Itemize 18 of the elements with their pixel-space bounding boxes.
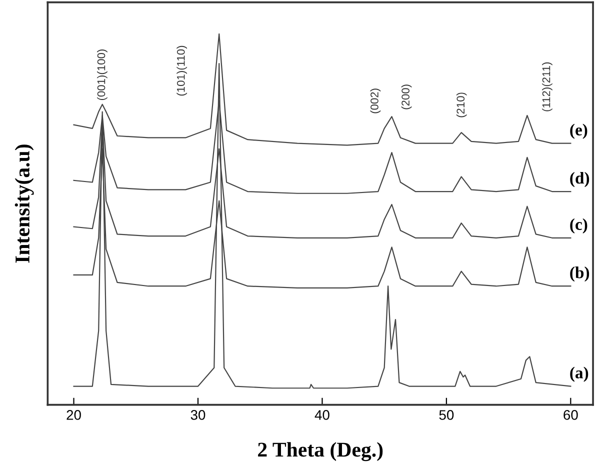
annotation: (002) [370,88,381,114]
annotation: (101)(110) [176,46,188,96]
x-tick-label: 20 [66,410,81,420]
series-label: (a) [570,366,588,382]
annotation: (001)(100) [97,50,108,100]
annotation: (210) [456,92,467,118]
series-label: (b) [570,266,590,282]
x-tick-label: 40 [314,410,330,420]
y-axis-title: Intensity(a.u) [14,144,34,263]
series-label: (e) [570,124,588,139]
x-tick-label: 30 [190,410,206,420]
annotation: (112)(211) [542,62,552,112]
series-label: (d) [570,172,590,188]
annotation: (200) [401,84,412,110]
series-label: (c) [570,218,588,234]
x-axis-title: 2 Theta (Deg.) [258,442,383,462]
x-tick-label: 50 [439,410,454,420]
x-tick-label: 60 [564,410,578,420]
